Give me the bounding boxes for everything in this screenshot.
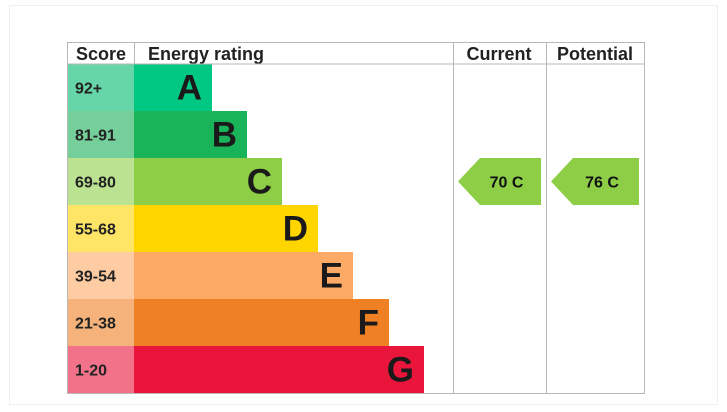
score-label-f: 21-38 bbox=[75, 316, 116, 333]
band-bar-b bbox=[134, 111, 247, 158]
score-cell-c bbox=[67, 158, 134, 205]
score-label-c: 69-80 bbox=[75, 175, 116, 192]
header-potential: Potential bbox=[557, 44, 633, 64]
band-bar-c bbox=[134, 158, 282, 205]
score-cell-e bbox=[67, 252, 134, 299]
band-bar-a bbox=[134, 64, 212, 111]
epc-panel bbox=[9, 5, 718, 405]
band-letter-g: G bbox=[387, 351, 414, 390]
band-letter-e: E bbox=[320, 257, 343, 296]
band-letter-b: B bbox=[212, 116, 237, 155]
header-energy-rating: Energy rating bbox=[148, 44, 264, 64]
current-arrow bbox=[458, 158, 541, 205]
band-letter-d: D bbox=[283, 210, 308, 249]
score-cell-g bbox=[67, 346, 134, 393]
score-cell-f bbox=[67, 299, 134, 346]
header-current: Current bbox=[466, 44, 531, 64]
current-rating-label: 70 C bbox=[490, 175, 524, 192]
score-cell-b bbox=[67, 111, 134, 158]
table-border bbox=[67, 42, 645, 394]
score-label-e: 39-54 bbox=[75, 269, 116, 286]
band-letter-a: A bbox=[177, 69, 202, 108]
score-label-a: 92+ bbox=[75, 81, 102, 98]
band-bar-f bbox=[134, 299, 389, 346]
score-label-d: 55-68 bbox=[75, 222, 116, 239]
potential-arrow bbox=[551, 158, 639, 205]
score-cell-a bbox=[67, 64, 134, 111]
potential-rating-label: 76 C bbox=[585, 175, 619, 192]
band-letter-f: F bbox=[358, 304, 379, 343]
band-bar-d bbox=[134, 205, 318, 252]
score-cell-d bbox=[67, 205, 134, 252]
band-bar-e bbox=[134, 252, 353, 299]
header-score: Score bbox=[76, 44, 126, 64]
band-letter-c: C bbox=[247, 163, 272, 202]
score-label-b: 81-91 bbox=[75, 128, 116, 145]
band-bar-g bbox=[134, 346, 424, 393]
score-label-g: 1-20 bbox=[75, 363, 107, 380]
